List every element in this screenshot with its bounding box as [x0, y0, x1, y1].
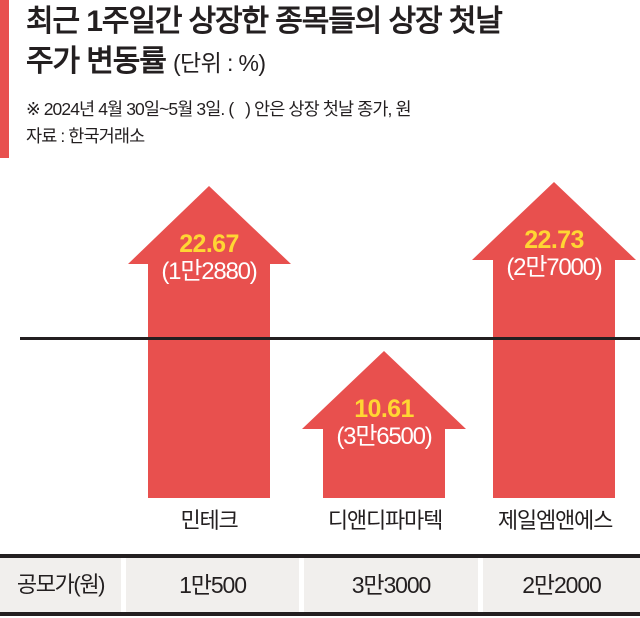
bar-arrow-minteck: [128, 186, 291, 498]
category-label-jeilmns: 제일엠앤에스: [497, 508, 613, 533]
category-label-dndpharmatech: 디앤디파마텍: [327, 508, 443, 533]
chart-svg: [128, 182, 636, 498]
table-cell-divider-3: [478, 558, 483, 612]
bar-arrow-jeilmns: [472, 182, 636, 498]
page-title-unit: (단위 : %): [172, 50, 266, 76]
chart-note: ※ 2024년 4월 30일~5월 3일. ( ) 안은 상장 첫날 종가, 원…: [26, 96, 638, 150]
table-cell-offer-price-dndpharmatech: 3만3000: [351, 572, 432, 598]
category-label-minteck: 민테크: [180, 508, 238, 533]
chart-baseline-axis: [20, 337, 640, 340]
category-labels: 민테크 디앤디파마텍 제일엠앤에스: [0, 504, 640, 552]
table-cell-offer-price-minteck: 1만500: [179, 572, 247, 598]
table-row: 공모가(원) 1만500 3만3000 2만2000: [0, 558, 640, 612]
chart-note-line1: ※ 2024년 4월 30일~5월 3일. ( ) 안은 상장 첫날 종가, 원: [26, 99, 412, 119]
accent-bar: [0, 0, 9, 158]
table-top-rule: [0, 554, 640, 558]
header: 최근 1주일간 상장한 종목들의 상장 첫날 주가 변동률 (단위 : %) ※…: [0, 0, 640, 160]
table-row-header: 공모가(원): [16, 572, 106, 597]
page-title-main: 최근 1주일간 상장한 종목들의 상장 첫날 주가 변동률: [26, 5, 503, 78]
arrow-bar-chart: 22.67 (1만2880) 10.61 (3만6500) 22.73 (2만7…: [0, 160, 640, 500]
offer-price-table: 공모가(원) 1만500 3만3000 2만2000: [0, 554, 640, 616]
table-cell-offer-price-jeilmns: 2만2000: [522, 572, 602, 598]
table-bottom-rule: [0, 612, 640, 616]
table-cell-divider-2: [299, 558, 304, 612]
bar-arrow-dndpharmatech: [302, 351, 466, 498]
table-cell-divider-1: [121, 558, 126, 612]
page-title: 최근 1주일간 상장한 종목들의 상장 첫날 주가 변동률 (단위 : %): [26, 2, 634, 83]
chart-note-source: 자료 : 한국거래소: [26, 126, 145, 146]
